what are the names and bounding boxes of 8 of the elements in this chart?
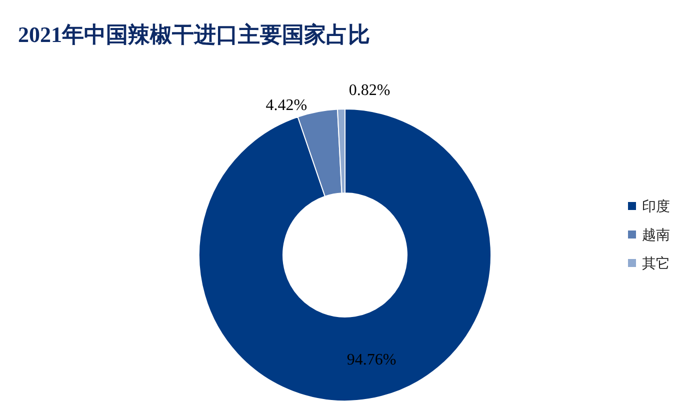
- legend-label: 印度: [642, 199, 670, 215]
- chart-title: 2021年中国辣椒干进口主要国家占比: [18, 22, 370, 47]
- data-label: 4.42%: [266, 96, 308, 114]
- legend-label: 其它: [642, 256, 670, 272]
- legend-label: 越南: [642, 228, 670, 244]
- donut-slice: [198, 108, 492, 402]
- data-label: 94.76%: [346, 352, 396, 369]
- data-label: 0.82%: [348, 82, 390, 100]
